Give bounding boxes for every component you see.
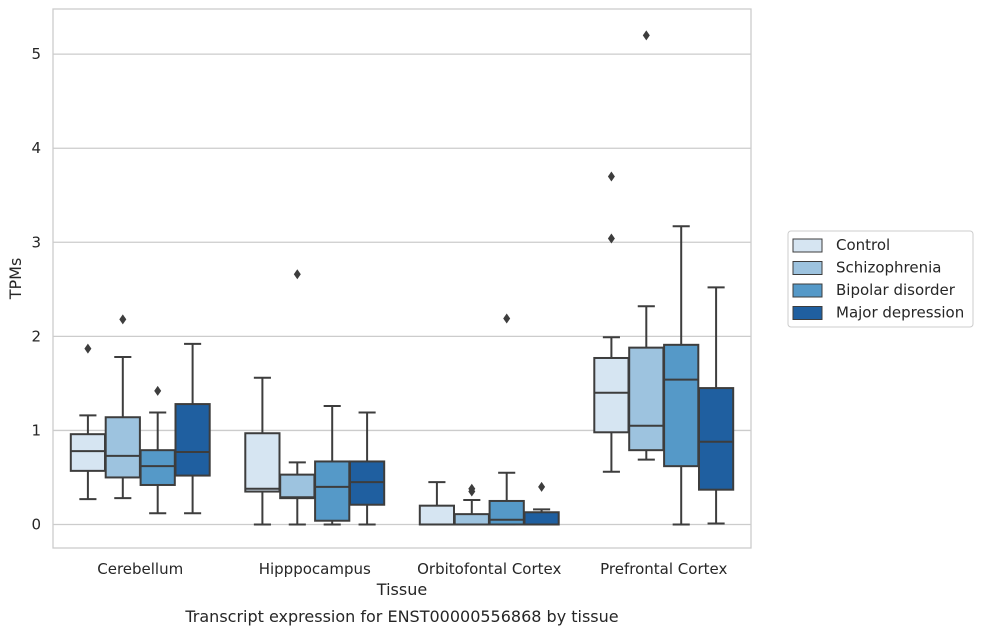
outlier-point bbox=[468, 483, 476, 494]
box-iqr bbox=[174, 403, 211, 477]
box-control-cerebellum bbox=[69, 343, 107, 501]
box-iqr bbox=[593, 356, 630, 434]
outlier-point bbox=[642, 30, 650, 41]
box-major-depression-cerebellum bbox=[174, 342, 211, 515]
box-bipolar-disorder-cerebellum bbox=[139, 385, 176, 515]
outlier-point bbox=[538, 481, 546, 492]
series-control bbox=[69, 171, 630, 526]
box-bipolar-disorder-prefrontal-cortex bbox=[663, 225, 700, 526]
legend-label: Bipolar disorder bbox=[836, 281, 956, 299]
box-bipolar-disorder-orbitofontal-cortex bbox=[488, 313, 525, 526]
box-iqr bbox=[104, 416, 141, 479]
y-axis-ticks: 0 1 2 3 4 5 bbox=[31, 45, 41, 533]
y-tick-label: 1 bbox=[31, 421, 41, 439]
box-iqr bbox=[139, 449, 176, 486]
chart-caption: Transcript expression for ENST0000055686… bbox=[184, 607, 618, 626]
y-axis-label: TPMs bbox=[6, 258, 25, 301]
outlier-point bbox=[84, 343, 92, 354]
outlier-point bbox=[154, 385, 162, 396]
box-iqr bbox=[244, 432, 281, 493]
legend-swatch bbox=[792, 261, 823, 275]
legend-swatch bbox=[792, 238, 823, 253]
box-iqr bbox=[418, 504, 456, 526]
x-tick-label: Hipppocampus bbox=[259, 560, 371, 578]
box-iqr bbox=[663, 343, 700, 468]
y-tick-label: 5 bbox=[31, 45, 41, 63]
box-bipolar-disorder-hipppocampus bbox=[314, 404, 351, 526]
outlier-point bbox=[119, 314, 127, 325]
box-iqr bbox=[697, 387, 735, 491]
box-iqr bbox=[488, 499, 525, 526]
box-iqr bbox=[69, 433, 107, 472]
box-control-orbitofontal-cortex bbox=[418, 481, 456, 526]
outlier-point bbox=[503, 313, 511, 324]
y-tick-label: 4 bbox=[31, 139, 41, 157]
plot-area-frame bbox=[52, 8, 752, 549]
y-tick-label: 0 bbox=[31, 515, 41, 533]
series-major-depression bbox=[174, 286, 735, 526]
x-axis-label: Tissue bbox=[376, 580, 427, 599]
legend-frame bbox=[787, 230, 974, 328]
box-iqr bbox=[453, 513, 490, 526]
legend: Control Schizophrenia Bipolar disorder Majo… bbox=[787, 230, 974, 328]
box-schizophrenia-prefrontal-cortex bbox=[628, 30, 665, 461]
x-tick-label: Orbitofontal Cortex bbox=[417, 560, 561, 578]
box-iqr bbox=[314, 460, 351, 522]
box-major-depression-orbitofontal-cortex bbox=[523, 481, 560, 526]
box-iqr bbox=[628, 346, 665, 452]
box-control-hipppocampus bbox=[244, 376, 281, 526]
x-axis-ticks: Cerebellum Hipppocampus Orbitofontal Corte… bbox=[97, 560, 727, 578]
legend-swatch bbox=[792, 283, 823, 298]
x-tick-label: Prefrontal Cortex bbox=[600, 560, 727, 578]
outlier-point bbox=[293, 269, 301, 280]
box-schizophrenia-cerebellum bbox=[104, 314, 141, 500]
legend-label: Major depression bbox=[836, 304, 964, 322]
outlier-point bbox=[607, 171, 615, 182]
box-major-depression-prefrontal-cortex bbox=[697, 286, 735, 525]
x-tick-label: Cerebellum bbox=[97, 560, 183, 578]
y-tick-label: 3 bbox=[31, 233, 41, 251]
series-bipolar-disorder bbox=[139, 225, 700, 526]
y-tick-label: 2 bbox=[31, 327, 41, 345]
legend-label: Schizophrenia bbox=[836, 259, 941, 277]
legend-label: Control bbox=[836, 236, 890, 254]
box-schizophrenia-hipppocampus bbox=[279, 269, 316, 526]
box-series bbox=[69, 30, 735, 526]
legend-swatch bbox=[792, 306, 823, 320]
outlier-point bbox=[607, 233, 615, 244]
series-schizophrenia bbox=[104, 30, 665, 526]
grid-lines bbox=[53, 53, 751, 526]
box-iqr bbox=[279, 473, 316, 500]
box-iqr bbox=[523, 511, 560, 526]
box-major-depression-hipppocampus bbox=[348, 411, 386, 526]
box-schizophrenia-orbitofontal-cortex bbox=[453, 483, 490, 526]
box-control-prefrontal-cortex bbox=[593, 171, 630, 473]
